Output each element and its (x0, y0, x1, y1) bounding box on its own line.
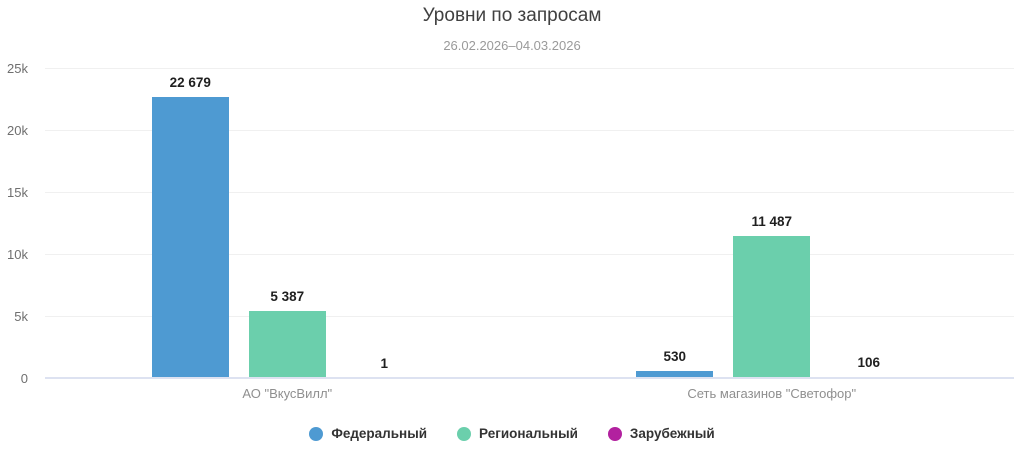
legend-item-label: Региональный (479, 426, 578, 441)
bar-regional[interactable] (248, 311, 326, 378)
bar-federal[interactable] (636, 371, 714, 378)
y-tick-label: 0 (20, 370, 28, 386)
gridline (45, 191, 1014, 193)
category-label: Сеть магазинов "Светофор" (687, 386, 857, 401)
legend-item-foreign[interactable]: Зарубежный (607, 426, 715, 442)
legend-item-label: Федеральный (331, 426, 428, 441)
legend-dot-icon (457, 427, 472, 441)
y-tick-label: 5k (14, 308, 28, 324)
legend-item-federal[interactable]: Федеральный (309, 426, 427, 442)
bar-value-label: 530 (663, 349, 687, 365)
category-label: АО "ВкусВилл" (242, 386, 333, 401)
bar-value-label: 22 679 (169, 74, 211, 90)
y-tick-label: 25k (7, 60, 28, 76)
y-tick-label: 20k (7, 122, 28, 138)
bar-value-label: 106 (857, 354, 881, 370)
plot-area (45, 67, 1014, 379)
zero-axis-line (45, 377, 1014, 379)
chart-subtitle: 26.02.2026–04.03.2026 (443, 38, 581, 53)
legend-dot-icon (309, 427, 324, 441)
bar-federal[interactable] (151, 96, 229, 378)
bar-value-label: 5 387 (270, 289, 305, 305)
gridline (45, 129, 1014, 131)
gridline (45, 315, 1014, 317)
y-tick-label: 15k (7, 184, 28, 200)
gridline (45, 253, 1014, 255)
legend: Федеральный Региональный Зарубежный (0, 426, 1024, 442)
y-tick-label: 10k (7, 246, 28, 262)
legend-item-label: Зарубежный (629, 426, 715, 441)
legend-dot-icon (607, 427, 622, 441)
chart-title: Уровни по запросам (422, 5, 602, 26)
bar-value-label: 11 487 (751, 213, 793, 229)
legend-item-regional[interactable]: Региональный (457, 426, 578, 442)
gridline (45, 67, 1014, 69)
bar-value-label: 1 (380, 355, 389, 371)
bar-regional[interactable] (733, 235, 811, 378)
